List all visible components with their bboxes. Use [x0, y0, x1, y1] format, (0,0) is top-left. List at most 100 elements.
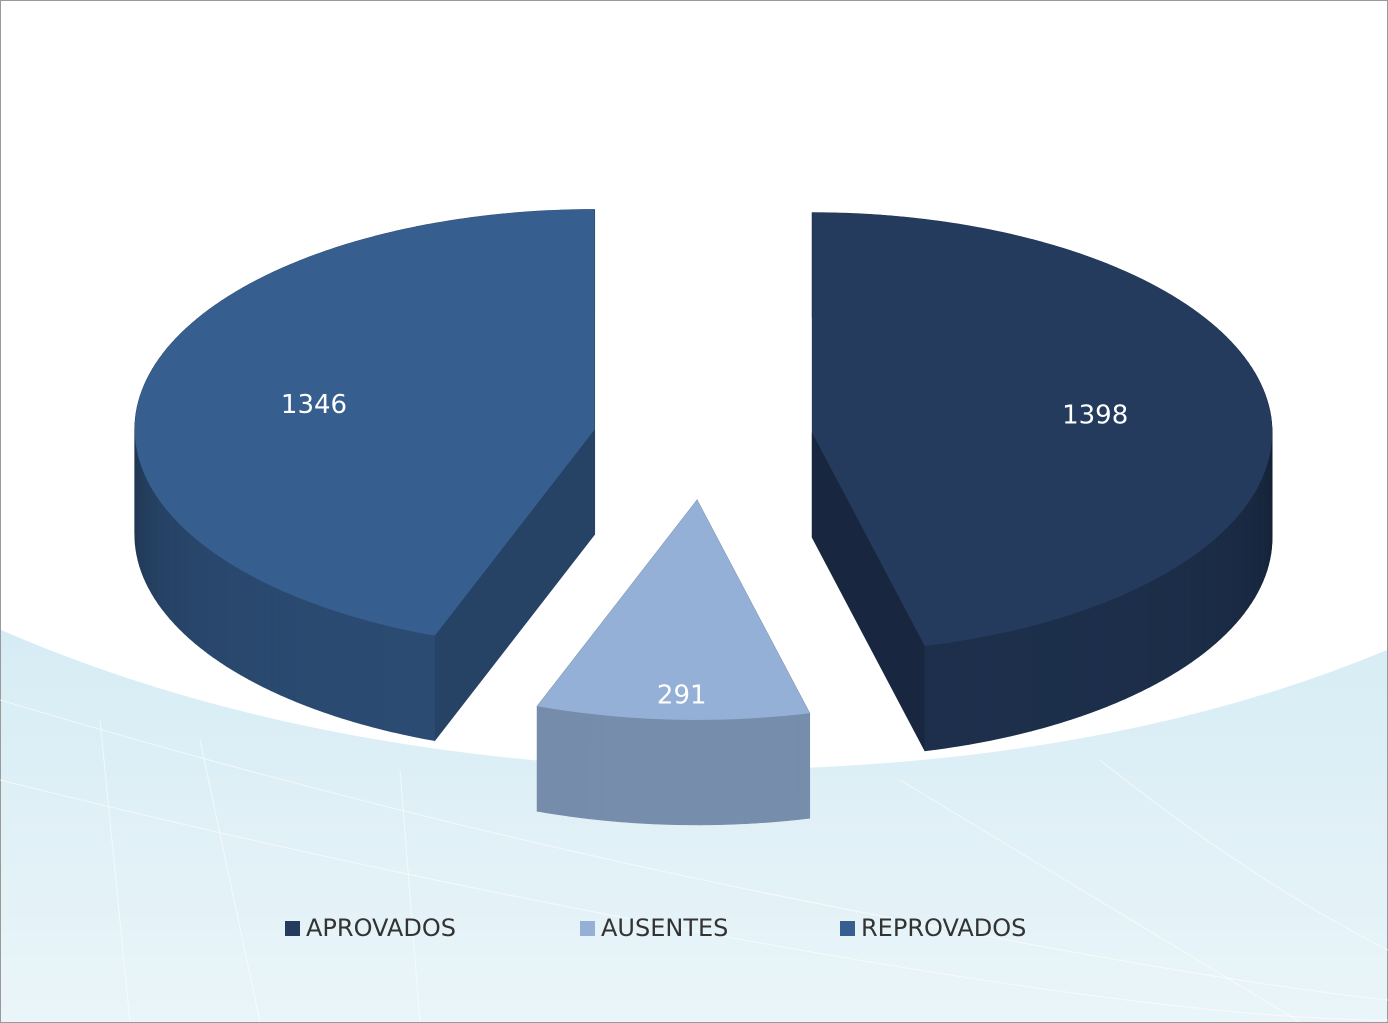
data-label: 1398 [1062, 400, 1128, 430]
slice-side [372, 622, 382, 730]
slice-side [195, 539, 201, 649]
slice-side [656, 719, 667, 824]
slice-side [634, 718, 645, 824]
slice-side [162, 504, 166, 614]
slice-side [234, 566, 241, 675]
slice-side [289, 594, 298, 703]
slice-side [1061, 615, 1071, 723]
slice-side [990, 633, 1001, 740]
slice-side [1231, 518, 1236, 628]
slice-side [590, 714, 601, 820]
slice-side [1041, 621, 1051, 729]
slice-side [1221, 528, 1226, 638]
slice-side [777, 716, 788, 822]
slice-side [1164, 570, 1171, 679]
slice-side [569, 711, 580, 817]
slice-side [151, 488, 154, 598]
slice-side [667, 719, 678, 824]
slice-side [969, 638, 980, 745]
slice-side [947, 641, 958, 748]
slice-side [1001, 631, 1011, 738]
slice-side [179, 524, 184, 634]
slice-side [1051, 618, 1061, 726]
slice-side [788, 714, 799, 820]
slice-side [166, 509, 170, 619]
slice-side [264, 582, 272, 691]
slice-side [958, 639, 969, 746]
slice-side [256, 578, 264, 687]
slice-side [1107, 598, 1116, 707]
data-label: 291 [657, 681, 707, 711]
legend-label: APROVADOS [306, 914, 456, 942]
slice-side [645, 718, 656, 824]
slice-side [1089, 605, 1098, 713]
slice-side [722, 719, 733, 824]
slice-side [1226, 523, 1231, 633]
legend-swatch [840, 921, 855, 936]
slice-side [558, 710, 569, 817]
slice-side [1149, 578, 1157, 687]
slice-side [936, 643, 947, 750]
slice-side [315, 604, 324, 712]
slice-side [1252, 492, 1255, 602]
slice-side [744, 718, 755, 824]
slice-side [158, 499, 162, 609]
slice-side [1157, 574, 1164, 683]
slice-side [1124, 590, 1132, 699]
slice-side [766, 717, 777, 823]
slice-side [1185, 557, 1192, 666]
slice-side [220, 557, 227, 666]
slice-side [579, 713, 590, 819]
slice-side [755, 717, 766, 823]
slice-side [184, 529, 189, 639]
slice-side [190, 534, 196, 644]
slice-side [272, 586, 280, 695]
slice-side [1244, 503, 1248, 613]
slice-side [1116, 594, 1125, 703]
slice-side [1080, 608, 1089, 716]
slice-side [733, 719, 744, 824]
slice-side [1021, 626, 1031, 734]
slice-side [334, 610, 344, 718]
slice-side [1192, 552, 1198, 662]
slice-side [213, 552, 220, 661]
legend-label: REPROVADOS [861, 914, 1026, 942]
slice-side [1171, 566, 1178, 675]
legend-swatch [285, 921, 300, 936]
slice-side [403, 629, 413, 736]
slice-side [141, 467, 143, 577]
slice-side [297, 597, 306, 705]
slice-side [1204, 543, 1210, 653]
slice-side [146, 478, 149, 588]
chart: 1398 291 1346 APROVADOS AUSENTES REPROVADOS [0, 0, 1388, 1023]
slice-side [170, 514, 175, 624]
slice-side [612, 716, 623, 822]
slice-side [248, 574, 256, 683]
slice-side [362, 619, 372, 727]
slice-side [1236, 513, 1240, 623]
slice-side [280, 590, 288, 699]
legend-label: AUSENTES [601, 914, 728, 942]
slice-side [414, 632, 425, 739]
slice-side [207, 548, 213, 658]
slice-side [537, 706, 547, 813]
legend-swatch [580, 921, 595, 936]
slice-side [1258, 482, 1261, 592]
slice-side [979, 635, 990, 742]
slice-side [343, 614, 353, 722]
slice-side [393, 627, 403, 734]
slice-side [678, 720, 689, 825]
slice-side [700, 720, 711, 825]
data-label: 1346 [281, 390, 347, 420]
slice-side [1133, 586, 1141, 695]
slice-side [227, 561, 234, 670]
slice-side [623, 717, 634, 823]
slice-side [155, 493, 158, 603]
slice-side [1031, 623, 1041, 731]
slice-side [324, 607, 333, 715]
slice-side [1261, 476, 1263, 586]
slice-side [1240, 508, 1244, 618]
slice-side [799, 713, 810, 819]
slice-side [241, 570, 248, 679]
slice-side [383, 625, 393, 732]
